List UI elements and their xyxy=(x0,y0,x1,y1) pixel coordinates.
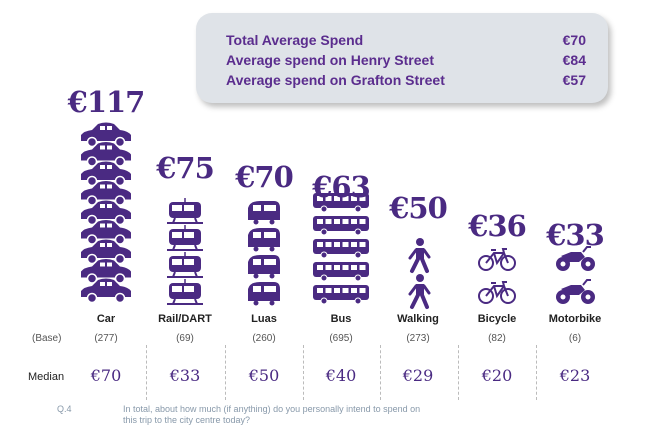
car-icon xyxy=(81,122,131,148)
category-label: Rail/DART xyxy=(158,313,212,325)
bus-icon xyxy=(313,239,369,259)
median-value: €70 xyxy=(90,366,122,385)
column-divider xyxy=(536,345,537,400)
value-label: €63 xyxy=(312,170,371,204)
column-divider xyxy=(146,345,147,400)
median-value: €29 xyxy=(402,366,434,385)
bus-icon xyxy=(313,285,369,305)
column-divider xyxy=(380,345,381,400)
value-label: €33 xyxy=(546,218,605,252)
bus-icon xyxy=(313,216,369,236)
bus-icon xyxy=(313,262,369,282)
train-icon xyxy=(167,279,203,305)
walking-icon xyxy=(408,238,431,273)
train-icon xyxy=(167,252,203,278)
median-value: €20 xyxy=(481,366,513,385)
base-count: (273) xyxy=(406,333,430,344)
car-icon xyxy=(81,259,131,284)
car-icon xyxy=(81,181,131,206)
motorbike-icon xyxy=(556,279,595,304)
bus-icon xyxy=(313,193,369,213)
median-value: €33 xyxy=(169,366,201,385)
summary-label: Average spend on Grafton Street xyxy=(226,72,445,88)
median-value: €50 xyxy=(248,366,280,385)
tram-icon xyxy=(248,255,280,279)
car-icon xyxy=(81,220,131,245)
summary-label: Average spend on Henry Street xyxy=(226,52,434,68)
value-label: €70 xyxy=(235,160,294,194)
tram-icon xyxy=(248,282,280,306)
car-icon xyxy=(81,161,131,187)
median-value: €23 xyxy=(559,366,591,385)
summary-label: Total Average Spend xyxy=(226,32,364,48)
value-label: €36 xyxy=(468,209,527,243)
summary-value: €70 xyxy=(562,32,586,48)
tram-icon xyxy=(248,228,280,252)
value-label: €75 xyxy=(156,151,215,185)
summary-row-henry: Average spend on Henry Street €84 xyxy=(226,52,586,68)
motorbike-icon xyxy=(556,246,595,271)
value-label: €50 xyxy=(389,191,448,225)
summary-value: €84 xyxy=(562,52,586,68)
median-value: €40 xyxy=(325,366,357,385)
base-count: (6) xyxy=(568,333,582,344)
column-divider xyxy=(225,345,226,400)
category-label: Luas xyxy=(251,313,277,325)
summary-row-grafton: Average spend on Grafton Street €57 xyxy=(226,72,586,88)
category-label: Bus xyxy=(330,313,352,325)
question-number: Q.4 xyxy=(57,404,72,414)
column-divider xyxy=(303,345,304,400)
base-count: (82) xyxy=(488,333,506,344)
bicycle-icon xyxy=(478,248,516,271)
summary-box: Total Average Spend €70 Average spend on… xyxy=(196,13,608,103)
value-label: €117 xyxy=(67,85,146,119)
car-icon xyxy=(81,239,131,265)
column-divider xyxy=(458,345,459,400)
bicycle-icon xyxy=(478,281,516,304)
category-label: Car xyxy=(96,313,116,325)
median-label: Median xyxy=(28,371,65,383)
category-label: Motorbike xyxy=(548,313,602,325)
base-count: (277) xyxy=(94,333,118,344)
category-label: Bicycle xyxy=(477,313,517,325)
question-text: In total, about how much (if anything) d… xyxy=(123,404,421,425)
car-icon xyxy=(81,142,131,167)
walking-icon xyxy=(408,274,431,309)
car-icon xyxy=(81,200,131,226)
base-label: (Base) xyxy=(32,333,62,344)
summary-row-total: Total Average Spend €70 xyxy=(226,32,586,48)
summary-value: €57 xyxy=(562,72,586,88)
base-count: (260) xyxy=(252,333,276,344)
category-label: Walking xyxy=(397,313,439,325)
base-count: (695) xyxy=(329,333,353,344)
tram-icon xyxy=(248,201,280,225)
train-icon xyxy=(167,225,203,251)
base-count: (69) xyxy=(176,333,194,344)
train-icon xyxy=(167,198,203,224)
car-icon xyxy=(81,278,131,304)
